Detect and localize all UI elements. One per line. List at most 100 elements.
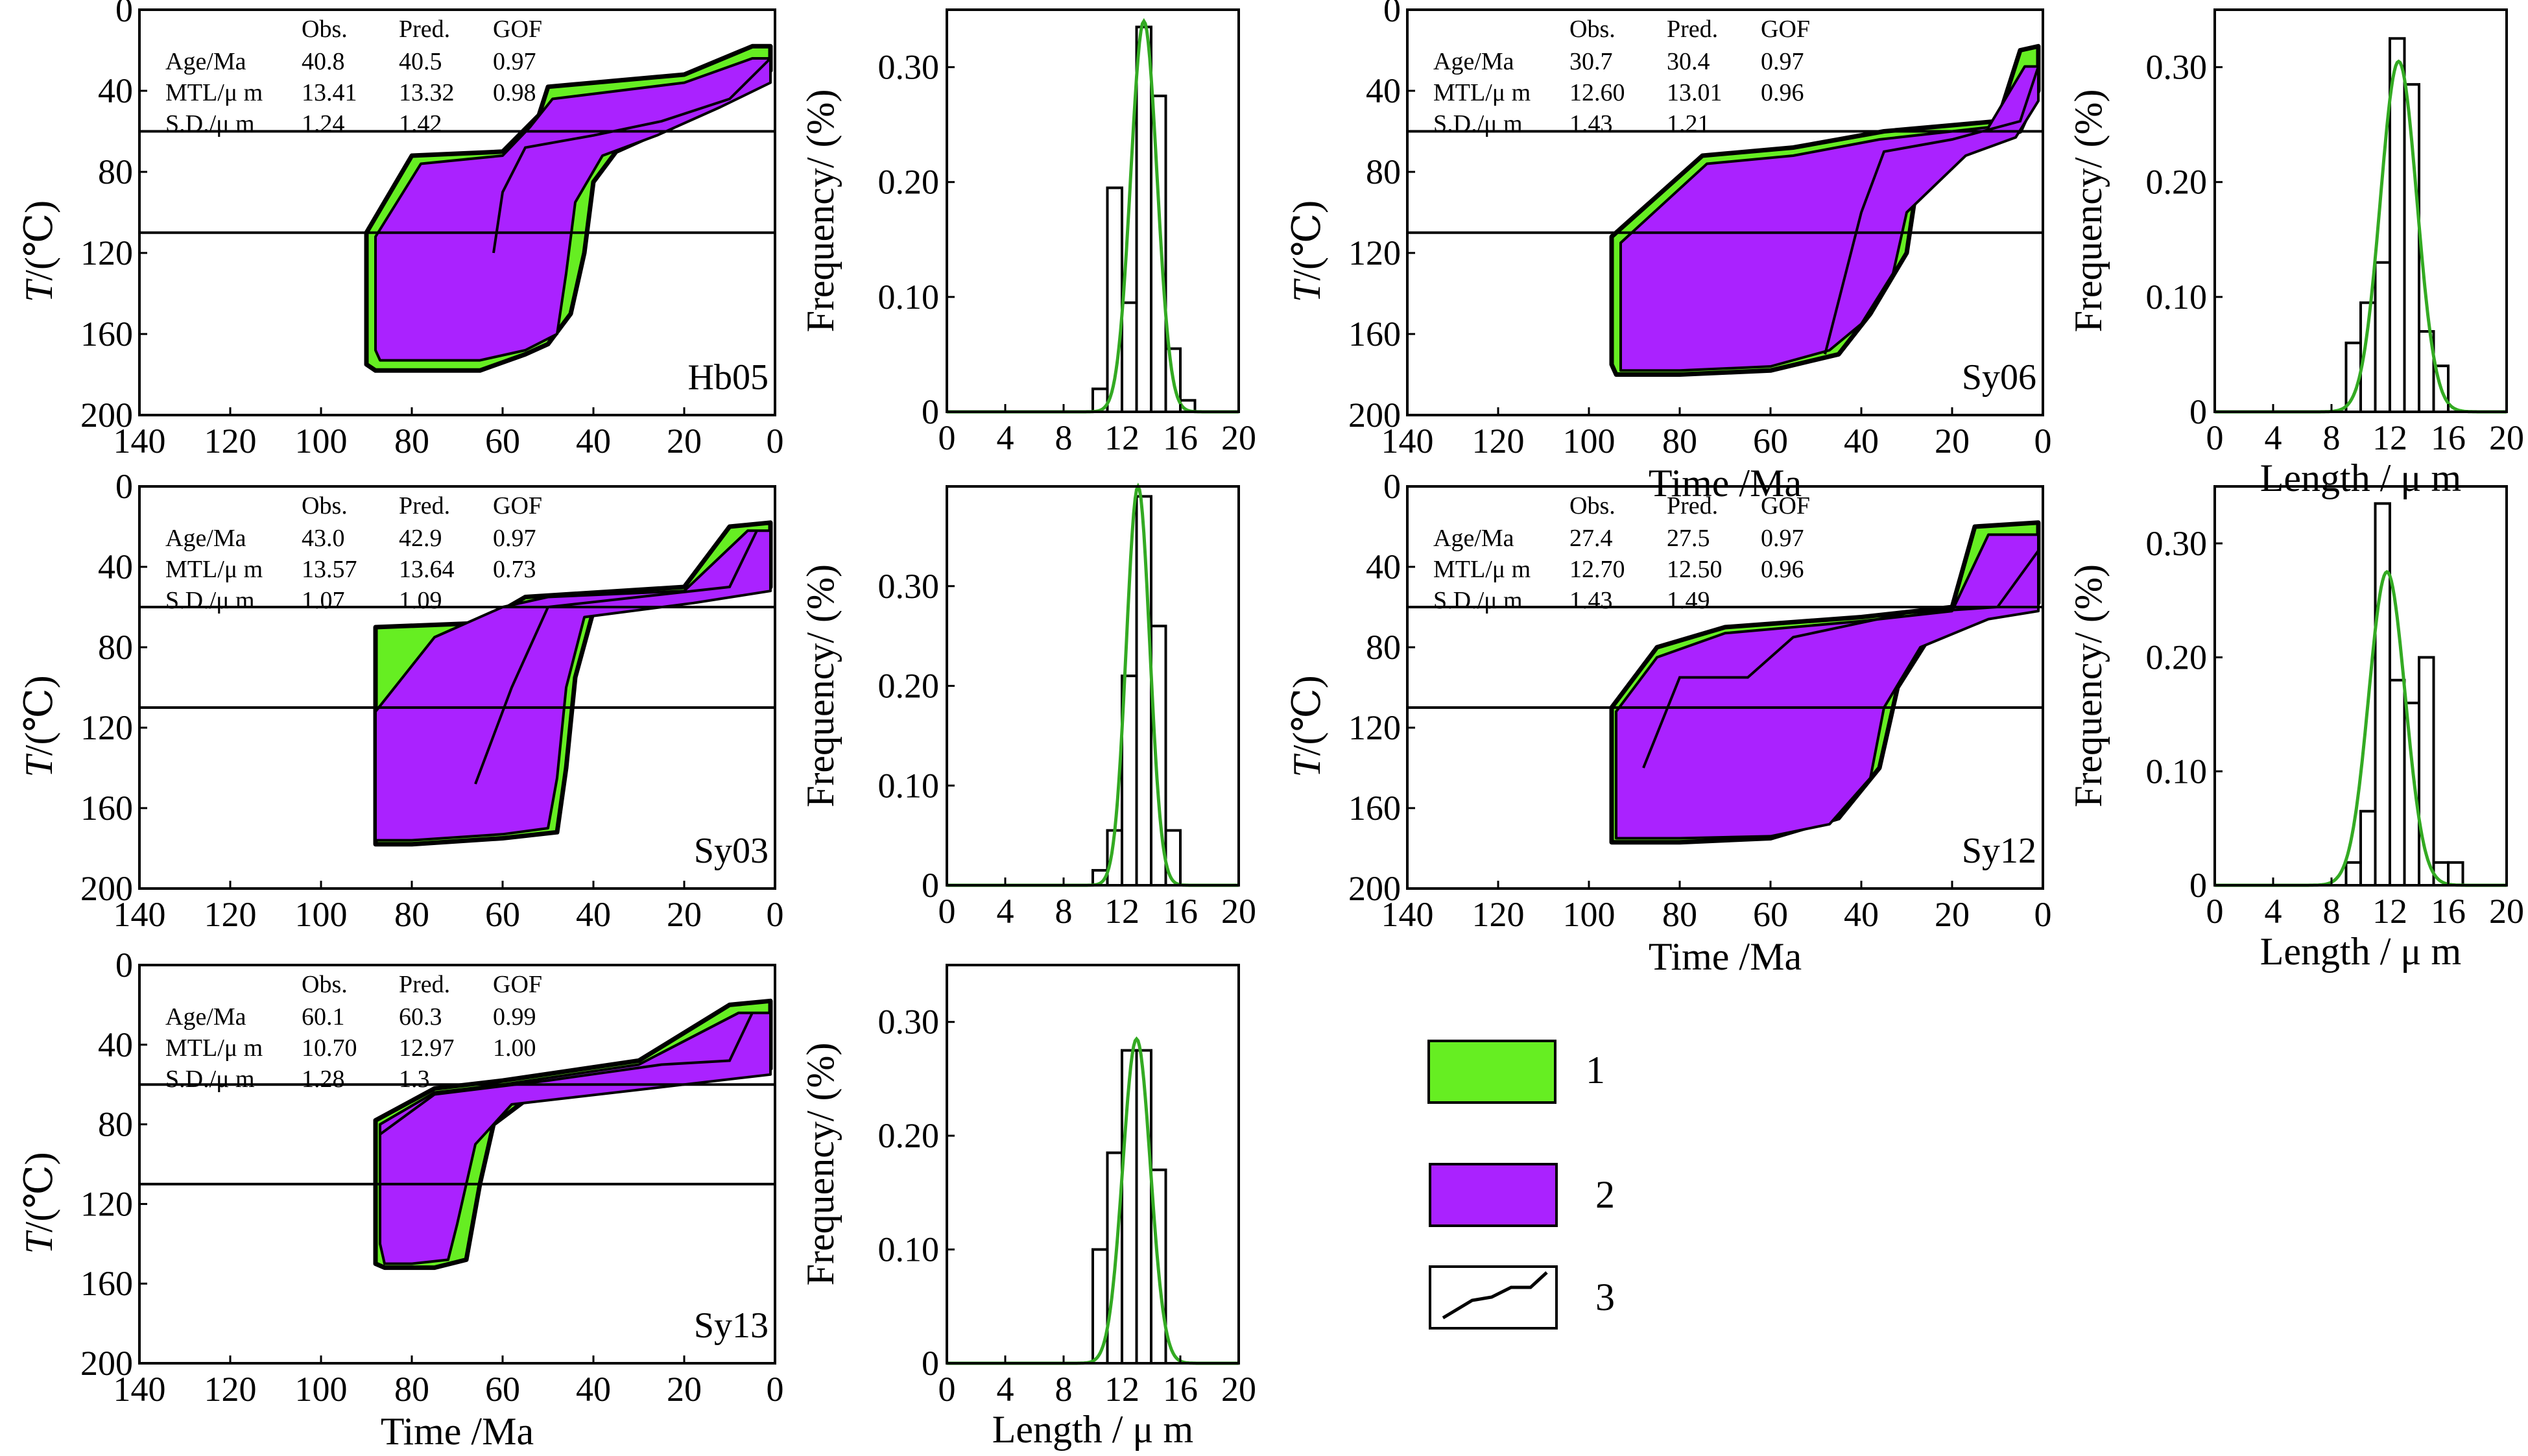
stats-pred-value: 12.50	[1667, 556, 1723, 583]
plot-frame	[1406, 8, 2044, 416]
stats-gof-value: 0.97	[493, 525, 536, 552]
y-tick-label: 120	[80, 1184, 133, 1223]
x-tick-label: 100	[295, 1370, 348, 1409]
length-histogram-sy06: 0 4 8 12 16 20 0 0.10 0.20 0.30 Frequency/ (%) Leng…	[2067, 8, 2524, 499]
length-histogram-hb05: 0 4 8 12 16 20 0 0.10 0.20 0.30 Frequency/ (%)	[799, 8, 1256, 457]
x-tick-label: 140	[113, 895, 166, 934]
y-tick-label: 160	[1348, 789, 1401, 828]
y-tick-label: 160	[80, 789, 133, 828]
stats-row-label: MTL/μ m	[165, 79, 263, 106]
tt-path-panel-sy12: 140 120 100 80 60 40 20 004080120160200T/(℃)Tim…	[1285, 467, 2052, 978]
plot-frame	[946, 485, 1240, 887]
y-tick-label: 0	[2189, 392, 2207, 431]
x-tick-label: 80	[1662, 895, 1697, 934]
stats-row-label: MTL/μ m	[165, 1034, 263, 1062]
legend: 1 2 3	[1427, 1040, 1615, 1330]
y-tick-label: 80	[98, 1105, 133, 1144]
x-tick-label: 80	[394, 895, 429, 934]
y-axis-label: T/(℃)	[18, 1152, 60, 1254]
x-tick-label: 0	[938, 1370, 956, 1409]
y-axis-label: T/(℃)	[1285, 675, 1328, 777]
y-tick-label: 0.20	[2146, 163, 2208, 202]
x-tick-label: 100	[1563, 895, 1616, 934]
x-tick-label: 16	[1163, 418, 1198, 457]
length-histogram-sy12: 0 4 8 12 16 20 0 0.10 0.20 0.30 Frequency/ (%) Leng…	[2067, 485, 2524, 973]
y-tick-label: 200	[80, 396, 133, 435]
stats-header-obs: Obs.	[302, 971, 348, 998]
plot-frame	[946, 964, 1240, 1365]
x-tick-label: 0	[2206, 892, 2224, 931]
y-tick-label: 40	[1366, 71, 1401, 110]
stats-obs-value: 43.0	[302, 525, 345, 552]
stats-header-pred: Pred.	[1667, 492, 1718, 519]
y-tick-label: 0.10	[878, 1230, 940, 1269]
stats-header-pred: Pred.	[399, 971, 450, 998]
y-tick-label: 0.10	[878, 766, 940, 805]
tt-path-panel-hb05: 140 120 100 80 60 40 20 004080120160200T/(℃)Obs…	[18, 0, 784, 460]
histogram-bar	[1091, 1248, 1109, 1365]
stats-obs-value: 60.1	[302, 1003, 345, 1031]
x-tick-label: 100	[295, 422, 348, 460]
sample-id-label: Sy03	[694, 831, 769, 871]
good-fit-envelope	[1615, 533, 2040, 840]
y-tick-label: 0	[115, 946, 133, 985]
good-fit-envelope	[379, 1011, 772, 1265]
stats-obs-value: 1.43	[1569, 587, 1613, 614]
y-tick-label: 0.30	[878, 1003, 940, 1042]
x-tick-label: 8	[1055, 418, 1073, 457]
plot-frame	[2213, 8, 2508, 413]
x-tick-label: 0	[2206, 418, 2224, 457]
stats-row-label: Age/Ma	[165, 48, 246, 75]
stats-pred-value: 13.32	[399, 79, 455, 106]
best-fit-path	[1824, 66, 2040, 355]
x-axis-label: Length / μ m	[2260, 457, 2461, 499]
histogram-bar	[1121, 301, 1138, 414]
x-tick-label: 20	[667, 1370, 702, 1409]
x-tick-label: 100	[295, 895, 348, 934]
x-tick-label: 40	[1844, 422, 1879, 460]
tt-path-panel-sy03: 140 120 100 80 60 40 20 004080120160200T/(℃)Obs…	[18, 467, 784, 934]
plot-frame	[1406, 485, 2044, 890]
stats-obs-value: 30.7	[1569, 48, 1613, 75]
x-tick-label: 20	[2489, 418, 2524, 457]
stats-obs-value: 1.07	[302, 587, 345, 614]
stats-header-gof: GOF	[493, 971, 542, 998]
histogram-bar	[1150, 94, 1167, 413]
x-tick-label: 140	[113, 422, 166, 460]
stats-gof-value: 0.98	[493, 79, 536, 106]
stats-obs-value: 40.8	[302, 48, 345, 75]
y-tick-label: 0.30	[878, 567, 940, 606]
y-tick-label: 200	[80, 869, 133, 908]
x-tick-label: 20	[1221, 1370, 1256, 1409]
x-tick-label: 80	[1662, 422, 1697, 460]
stats-gof-value: 0.96	[1761, 79, 1804, 106]
x-axis-label: Time /Ma	[381, 1410, 534, 1453]
stats-gof-value: 1.00	[493, 1034, 536, 1062]
histogram-bar	[2374, 502, 2391, 887]
x-tick-label: 120	[204, 422, 257, 460]
stats-gof-value: 0.97	[1761, 525, 1804, 552]
y-tick-label: 200	[80, 1344, 133, 1383]
x-tick-label: 20	[2489, 892, 2524, 931]
x-tick-label: 0	[938, 418, 956, 457]
x-tick-label: 16	[2431, 892, 2466, 931]
sample-id-label: Sy06	[1962, 357, 2036, 398]
stats-pred-value: 27.5	[1667, 525, 1710, 552]
x-tick-label: 4	[2265, 418, 2282, 457]
gaussian-fit-curve	[947, 483, 1239, 887]
histogram-bar	[1135, 25, 1152, 414]
stats-header-gof: GOF	[493, 16, 542, 43]
tt-path-panel-sy13: 140 120 100 80 60 40 20 004080120160200T/(℃)Tim…	[18, 946, 784, 1453]
stats-row-label: S.D./μ m	[1433, 110, 1523, 137]
legend-best-path-line-icon	[1442, 1271, 1548, 1320]
histogram-bar	[2447, 861, 2464, 887]
x-tick-label: 20	[1935, 422, 1970, 460]
legend-swatch-good-fit	[1429, 1163, 1558, 1227]
y-tick-label: 0.30	[878, 48, 940, 87]
stats-row-label: Age/Ma	[1433, 525, 1514, 552]
y-tick-label: 0.30	[2146, 524, 2208, 563]
stats-obs-value: 1.28	[302, 1066, 345, 1093]
legend-label-2: 2	[1595, 1173, 1615, 1216]
x-tick-label: 0	[767, 895, 784, 934]
x-tick-label: 16	[1163, 1370, 1198, 1409]
